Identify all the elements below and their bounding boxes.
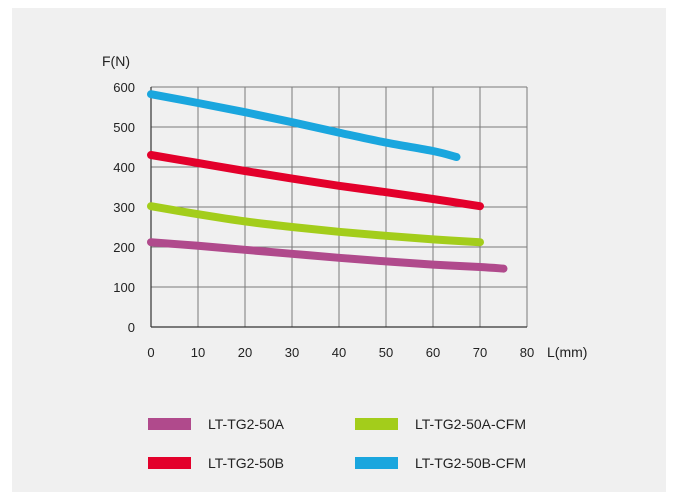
series-line-lt-tg2-50a xyxy=(147,238,508,273)
series-line-lt-tg2-50b xyxy=(147,151,484,211)
y-axis-title: F(N) xyxy=(102,53,130,69)
y-tick-label: 100 xyxy=(113,280,135,295)
series-line-lt-tg2-50a-cfm xyxy=(147,202,484,247)
legend: LT-TG2-50A LT-TG2-50A-CFM LT-TG2-50B LT-TG2… xyxy=(148,416,526,471)
chart-panel: 0 100 200 300 400 500 600 0 10 20 30 40 50 60 70 80 F(N… xyxy=(12,8,666,492)
x-tick-label: 10 xyxy=(191,345,205,360)
x-tick-label: 20 xyxy=(238,345,252,360)
y-tick-label: 500 xyxy=(113,120,135,135)
y-tick-label: 300 xyxy=(113,200,135,215)
x-tick-label: 80 xyxy=(520,345,534,360)
x-tick-label: 30 xyxy=(285,345,299,360)
y-tick-label: 0 xyxy=(128,320,135,335)
series-line-lt-tg2-50b-cfm xyxy=(147,90,461,161)
x-tick-label: 60 xyxy=(426,345,440,360)
x-tick-label: 40 xyxy=(332,345,346,360)
x-tick-label: 70 xyxy=(473,345,487,360)
legend-swatch-lt-tg2-50b xyxy=(148,457,191,469)
x-tick-label: 50 xyxy=(379,345,393,360)
tick-labels: 0 100 200 300 400 500 600 0 10 20 30 40 50 60 70 80 xyxy=(113,80,534,360)
legend-label-lt-tg2-50b: LT-TG2-50B xyxy=(208,455,284,471)
legend-label-lt-tg2-50a: LT-TG2-50A xyxy=(208,416,285,432)
legend-swatch-lt-tg2-50b-cfm xyxy=(355,457,398,469)
x-tick-label: 0 xyxy=(147,345,154,360)
y-tick-label: 400 xyxy=(113,160,135,175)
legend-swatch-lt-tg2-50a xyxy=(148,418,191,430)
force-length-chart: 0 100 200 300 400 500 600 0 10 20 30 40 50 60 70 80 F(N… xyxy=(102,53,587,471)
x-axis-title: L(mm) xyxy=(547,344,587,360)
legend-label-lt-tg2-50b-cfm: LT-TG2-50B-CFM xyxy=(415,455,526,471)
series-lines xyxy=(147,90,508,273)
y-tick-label: 200 xyxy=(113,240,135,255)
legend-swatch-lt-tg2-50a-cfm xyxy=(355,418,398,430)
legend-label-lt-tg2-50a-cfm: LT-TG2-50A-CFM xyxy=(415,416,526,432)
y-tick-label: 600 xyxy=(113,80,135,95)
